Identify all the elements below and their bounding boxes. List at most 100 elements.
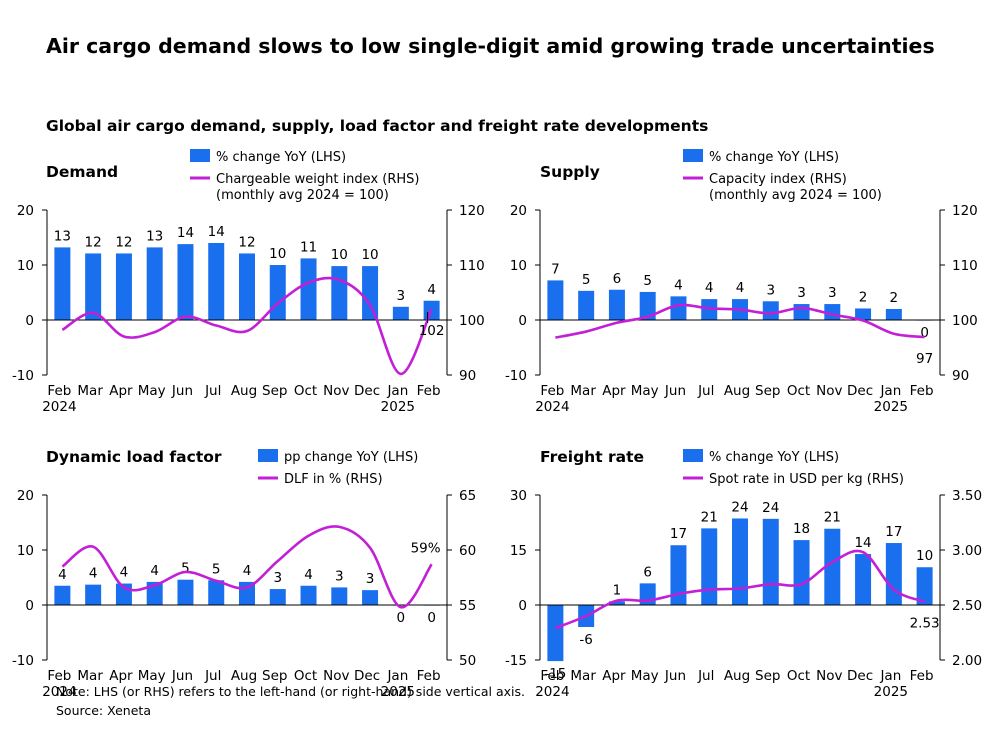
bar-value-label: 2	[890, 290, 899, 306]
legend-line-label: DLF in % (RHS)	[284, 472, 383, 487]
bar	[300, 258, 317, 320]
bar	[732, 518, 748, 605]
x-tick-label: Oct	[294, 383, 317, 399]
right-tick-label: 3.50	[952, 488, 982, 504]
bar-value-label: 4	[150, 563, 159, 579]
x-tick-label: Aug	[231, 383, 257, 399]
left-tick-label: -10	[12, 653, 34, 669]
bar	[670, 545, 687, 605]
line-value-label: 2.53	[910, 616, 940, 632]
bar-value-label: 1	[613, 582, 622, 598]
bar-value-label: 0	[920, 325, 929, 341]
x-tick-label: Sep	[262, 668, 287, 684]
page-subtitle: Global air cargo demand, supply, load fa…	[46, 117, 709, 135]
x-tick-label: Feb 2024	[535, 668, 569, 700]
left-tick-label: -15	[505, 653, 527, 669]
bar	[885, 543, 902, 605]
x-tick-label: Jan 2025	[381, 668, 415, 700]
x-tick-label: Apr	[602, 668, 626, 684]
x-tick-label: Jun	[171, 383, 193, 399]
bar	[300, 585, 317, 605]
bar-value-label: 5	[181, 561, 190, 577]
legend-bar-swatch	[258, 449, 278, 462]
line-value-label: 97	[916, 351, 933, 367]
bar-value-label: 18	[793, 521, 810, 537]
right-tick-label: 90	[952, 368, 969, 384]
bar-value-label: 14	[854, 535, 871, 551]
left-tick-label: 10	[17, 258, 34, 274]
bar	[177, 244, 194, 320]
x-tick-label: Feb	[417, 668, 441, 684]
x-tick-label: Oct	[294, 668, 317, 684]
x-tick-label: Nov	[816, 383, 842, 399]
bar-value-label: 2	[859, 289, 868, 305]
bar-value-label: 4	[243, 563, 252, 579]
bar-value-label: 21	[701, 509, 718, 525]
right-tick-label: 100	[952, 313, 978, 329]
bar-value-label: 24	[731, 499, 748, 515]
bar-value-label: 12	[85, 234, 102, 250]
right-tick-label: 50	[459, 653, 476, 669]
series-line	[61, 276, 433, 376]
left-tick-label: 30	[510, 488, 527, 504]
x-tick-label: Feb	[417, 383, 441, 399]
x-tick-label: Mar	[570, 668, 596, 684]
left-tick-label: 0	[25, 313, 34, 329]
bar-value-label: 10	[331, 247, 348, 263]
x-tick-label: Apr	[109, 383, 133, 399]
right-tick-label: 2.50	[952, 598, 982, 614]
x-tick-label: May	[138, 383, 166, 399]
x-tick-label: Feb	[910, 383, 934, 399]
bar-value-label: 10	[269, 246, 286, 262]
x-tick-label: Nov	[323, 383, 349, 399]
bar-value-label: 17	[670, 526, 687, 542]
bar	[239, 253, 255, 320]
bar	[762, 301, 779, 320]
bar-value-label: 5	[582, 272, 591, 288]
bar-value-label: 21	[824, 510, 841, 526]
bar-value-label: 0	[397, 610, 406, 626]
bar	[177, 579, 194, 605]
x-tick-label: Aug	[724, 668, 750, 684]
x-tick-label: Oct	[787, 383, 810, 399]
bar-value-label: 14	[177, 225, 194, 241]
right-tick-label: 65	[459, 488, 476, 504]
x-tick-label: Mar	[77, 383, 103, 399]
bar	[208, 243, 225, 320]
bar-value-label: 24	[762, 500, 779, 516]
bar-value-label: 13	[146, 228, 163, 244]
left-tick-label: 0	[518, 313, 527, 329]
x-tick-label: Feb 2024	[42, 668, 76, 700]
left-tick-label: 20	[17, 203, 34, 219]
bar-value-label: 4	[705, 280, 714, 296]
bar-value-label: 0	[427, 610, 436, 626]
bar-value-label: 10	[361, 247, 378, 263]
x-tick-label: Jan 2025	[874, 668, 908, 700]
bar	[269, 589, 286, 605]
bar-value-label: 4	[736, 280, 745, 296]
right-tick-label: 2.00	[952, 653, 982, 669]
bar	[608, 289, 625, 320]
left-tick-label: 10	[510, 258, 527, 274]
x-tick-label: Jul	[204, 383, 221, 399]
bar-value-label: 6	[643, 564, 652, 580]
bar	[701, 528, 718, 605]
bar-value-label: 4	[304, 567, 313, 583]
x-tick-label: Aug	[724, 383, 750, 399]
x-tick-label: Dec	[847, 383, 873, 399]
x-tick-label: Jan 2025	[874, 383, 908, 415]
left-tick-label: 0	[518, 598, 527, 614]
right-tick-label: 3.00	[952, 543, 982, 559]
x-tick-label: Feb 2024	[535, 383, 569, 415]
line-value-label: 59%	[411, 540, 441, 556]
bar	[824, 528, 841, 605]
legend-bar-label: % change YoY (LHS)	[709, 450, 839, 465]
right-tick-label: 90	[459, 368, 476, 384]
left-tick-label: 10	[17, 543, 34, 559]
bar-value-label: 6	[613, 271, 622, 287]
x-tick-label: Apr	[602, 383, 626, 399]
